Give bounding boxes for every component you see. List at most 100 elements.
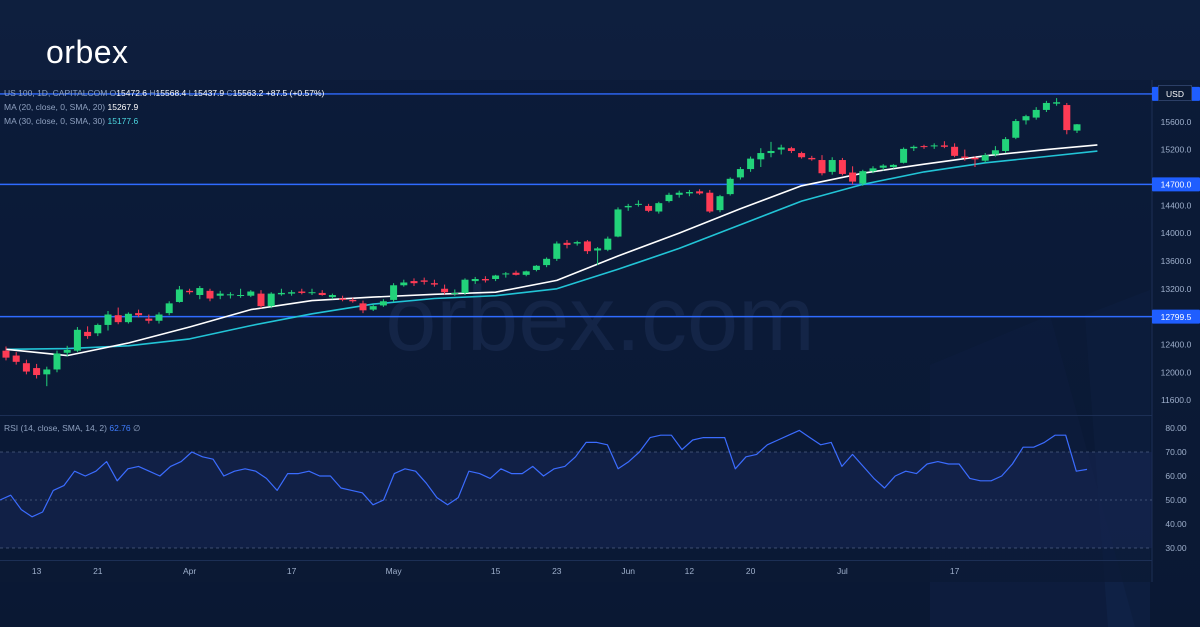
candle-bear[interactable] — [318, 290, 326, 296]
candle-bear[interactable] — [135, 309, 143, 318]
candle-bull[interactable] — [522, 270, 530, 277]
candle-bull[interactable] — [124, 312, 132, 324]
candle-bull[interactable] — [869, 166, 877, 174]
candle-bear[interactable] — [84, 326, 92, 339]
candle-bear[interactable] — [12, 352, 20, 365]
candle-bull[interactable] — [104, 311, 112, 331]
ma20-line[interactable] — [5, 144, 1098, 357]
candle-bull[interactable] — [655, 201, 663, 214]
candle-bear[interactable] — [951, 143, 959, 158]
candle-bull[interactable] — [308, 288, 316, 296]
candle-bear[interactable] — [2, 346, 10, 361]
candle-bull[interactable] — [543, 257, 551, 268]
candle-bull[interactable] — [900, 147, 908, 164]
candle-bear[interactable] — [818, 155, 826, 176]
candle-bull[interactable] — [379, 299, 387, 307]
candle-bear[interactable] — [22, 359, 30, 375]
candle-bear[interactable] — [971, 156, 979, 167]
candle-bull[interactable] — [1022, 114, 1030, 125]
candle-bull[interactable] — [390, 283, 398, 302]
rsi-line[interactable] — [0, 429, 1088, 518]
candle-bull[interactable] — [400, 279, 408, 287]
candle-bear[interactable] — [349, 297, 357, 303]
candle-bull[interactable] — [471, 276, 479, 284]
candle-bull[interactable] — [991, 146, 999, 157]
candle-bear[interactable] — [645, 203, 653, 213]
candle-bull[interactable] — [685, 189, 693, 197]
candle-bull[interactable] — [226, 292, 234, 299]
candle-bull[interactable] — [981, 153, 989, 163]
candle-bear[interactable] — [706, 189, 714, 213]
candle-bull[interactable] — [736, 166, 744, 180]
candle-bear[interactable] — [696, 189, 704, 195]
candle-bull[interactable] — [328, 293, 336, 300]
candle-bull[interactable] — [94, 323, 102, 337]
candle-bull[interactable] — [461, 278, 469, 296]
candle-bull[interactable] — [747, 156, 755, 172]
candle-bull[interactable] — [859, 169, 867, 186]
candle-bear[interactable] — [410, 278, 418, 286]
candle-bull[interactable] — [288, 290, 296, 296]
candle-bull[interactable] — [216, 290, 224, 300]
candle-bull[interactable] — [155, 312, 163, 324]
candle-bull[interactable] — [634, 200, 642, 207]
candle-bull[interactable] — [175, 285, 183, 303]
candle-bull[interactable] — [604, 236, 612, 252]
candle-bull[interactable] — [532, 265, 540, 272]
candle-bear[interactable] — [420, 277, 428, 285]
candle-bull[interactable] — [614, 207, 622, 238]
candle-bear[interactable] — [787, 146, 795, 154]
candle-bear[interactable] — [940, 141, 948, 149]
candle-bear[interactable] — [145, 314, 153, 324]
candle-bear[interactable] — [257, 290, 265, 309]
candle-bear[interactable] — [1063, 102, 1071, 135]
candle-bull[interactable] — [1002, 137, 1010, 154]
candle-bull[interactable] — [573, 240, 581, 246]
candle-bull[interactable] — [63, 345, 71, 357]
candle-bull[interactable] — [675, 190, 683, 198]
candle-bull[interactable] — [767, 141, 775, 158]
candle-bull[interactable] — [1073, 123, 1081, 134]
candle-bull[interactable] — [196, 285, 204, 300]
candle-bull[interactable] — [267, 292, 275, 309]
candle-bull[interactable] — [757, 148, 765, 167]
candle-bull[interactable] — [277, 288, 285, 296]
candle-bear[interactable] — [563, 240, 571, 249]
candle-bear[interactable] — [849, 166, 857, 185]
candle-bull[interactable] — [665, 192, 673, 203]
candle-bull[interactable] — [726, 177, 734, 196]
candle-bear[interactable] — [481, 276, 489, 283]
candle-bull[interactable] — [1042, 100, 1050, 113]
candle-bull[interactable] — [73, 327, 81, 353]
candle-bear[interactable] — [430, 279, 438, 287]
candle-bear[interactable] — [961, 149, 969, 161]
candle-bear[interactable] — [339, 295, 347, 302]
candle-bull[interactable] — [451, 289, 459, 296]
candle-bull[interactable] — [53, 350, 61, 373]
candle-bull[interactable] — [889, 164, 897, 169]
candle-bull[interactable] — [553, 241, 561, 261]
candle-bear[interactable] — [808, 155, 816, 161]
candle-bull[interactable] — [777, 144, 785, 155]
candle-bear[interactable] — [206, 288, 214, 302]
candle-bull[interactable] — [247, 290, 255, 298]
candle-bear[interactable] — [298, 288, 306, 295]
candle-bear[interactable] — [359, 300, 367, 314]
candle-bear[interactable] — [441, 284, 449, 295]
candle-bull[interactable] — [1032, 107, 1040, 120]
candle-bull[interactable] — [716, 194, 724, 213]
candle-bear[interactable] — [838, 157, 846, 176]
candle-bull[interactable] — [369, 304, 377, 312]
candle-bull[interactable] — [930, 143, 938, 149]
candle-bull[interactable] — [1053, 98, 1061, 106]
candle-bull[interactable] — [492, 274, 500, 282]
candle-bull[interactable] — [879, 164, 887, 171]
candle-bear[interactable] — [920, 144, 928, 149]
ma30-line[interactable] — [5, 150, 1098, 351]
candle-bear[interactable] — [33, 363, 41, 379]
candle-bear[interactable] — [512, 270, 520, 276]
candle-bull[interactable] — [828, 157, 836, 175]
candle-bear[interactable] — [798, 151, 806, 159]
candle-bull[interactable] — [624, 203, 632, 211]
candle-bear[interactable] — [114, 307, 122, 325]
